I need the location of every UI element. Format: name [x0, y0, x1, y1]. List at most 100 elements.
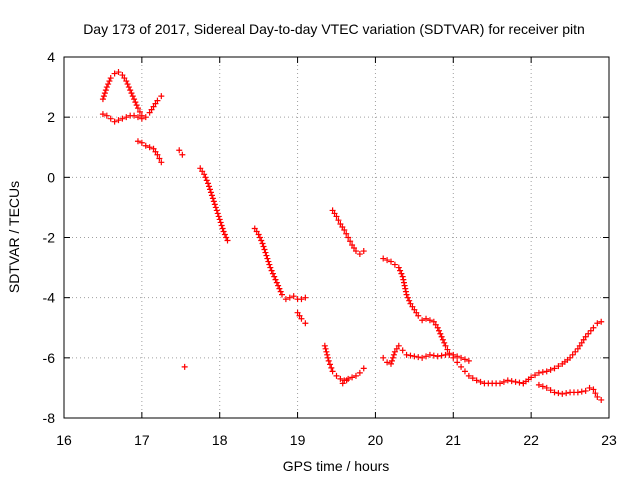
data-point: [574, 389, 581, 396]
data-point: [409, 303, 416, 310]
data-point: [328, 364, 335, 371]
data-point: [215, 213, 222, 220]
data-point: [391, 348, 398, 355]
data-point: [115, 69, 122, 76]
y-tick-label: -6: [43, 350, 56, 366]
data-point: [585, 330, 592, 337]
data-point: [176, 147, 183, 154]
data-point: [333, 213, 340, 220]
y-tick-label: 2: [47, 109, 55, 125]
y-tick-label: -2: [43, 230, 56, 246]
data-point: [572, 348, 579, 355]
data-series: [339, 377, 350, 387]
data-point: [272, 276, 279, 283]
data-point: [209, 195, 216, 202]
data-point: [442, 342, 449, 349]
data-point: [384, 257, 391, 264]
data-series: [99, 93, 165, 125]
data-point: [329, 207, 336, 214]
data-point: [260, 243, 267, 250]
data-point: [282, 296, 289, 303]
data-point: [438, 333, 445, 340]
data-point: [356, 251, 363, 258]
data-point: [275, 282, 282, 289]
data-point: [263, 252, 270, 259]
data-point: [567, 354, 574, 361]
data-point: [148, 106, 155, 113]
data-point: [547, 387, 554, 394]
data-point: [150, 103, 157, 110]
data-point: [399, 273, 406, 280]
data-point: [138, 115, 145, 122]
data-point: [259, 240, 266, 247]
data-point: [138, 139, 145, 146]
data-point: [255, 231, 262, 238]
data-point: [133, 102, 140, 109]
data-point: [154, 151, 161, 158]
data-point: [107, 75, 114, 82]
data-point: [415, 312, 422, 319]
data-point: [404, 294, 411, 301]
data-point: [217, 219, 224, 226]
data-point: [454, 353, 461, 360]
data-point: [497, 380, 503, 387]
data-point: [119, 115, 126, 122]
data-point: [321, 342, 328, 349]
data-point: [413, 309, 420, 316]
data-series: [134, 138, 165, 166]
data-point: [323, 348, 330, 355]
data-point: [103, 84, 110, 91]
data-point: [437, 330, 444, 337]
data-point: [220, 228, 227, 235]
data-point: [349, 374, 356, 381]
data-point: [590, 386, 597, 393]
data-point: [179, 151, 186, 158]
data-point: [268, 267, 275, 274]
data-point: [580, 336, 587, 343]
data-point: [578, 388, 585, 395]
data-point: [539, 383, 546, 390]
data-series: [99, 69, 145, 119]
data-point: [202, 174, 209, 181]
data-point: [402, 285, 409, 292]
data-point: [128, 90, 135, 97]
data-point: [221, 231, 228, 238]
data-point: [398, 270, 405, 277]
data-point: [333, 372, 340, 379]
data-point: [576, 342, 583, 349]
data-point: [124, 81, 131, 88]
data-point: [111, 70, 118, 77]
data-point: [296, 312, 303, 319]
data-point: [129, 93, 136, 100]
data-point: [461, 356, 468, 363]
data-point: [555, 363, 562, 370]
data-point: [322, 345, 329, 352]
data-series: [520, 318, 605, 387]
data-point: [516, 379, 523, 386]
data-point: [266, 261, 273, 268]
data-point: [384, 359, 391, 366]
data-point: [356, 369, 363, 376]
data-point: [434, 324, 441, 331]
data-point: [146, 109, 153, 116]
data-point: [273, 279, 280, 286]
data-point: [403, 351, 410, 358]
data-point: [430, 318, 437, 325]
data-point: [512, 378, 519, 385]
data-point: [347, 238, 354, 245]
data-point: [426, 351, 433, 358]
data-point: [206, 183, 213, 190]
data-point: [551, 389, 558, 396]
data-point: [423, 353, 430, 360]
y-tick-label: -4: [43, 290, 56, 306]
chart-title: Day 173 of 2017, Sidereal Day-to-day VTE…: [83, 21, 585, 37]
data-point: [146, 144, 153, 151]
data-point: [395, 264, 402, 271]
data-point: [528, 374, 535, 381]
data-point: [400, 276, 407, 283]
data-point: [555, 390, 562, 397]
data-point: [210, 198, 217, 205]
data-point: [132, 99, 139, 106]
data-point: [352, 372, 359, 379]
data-point: [592, 390, 599, 397]
